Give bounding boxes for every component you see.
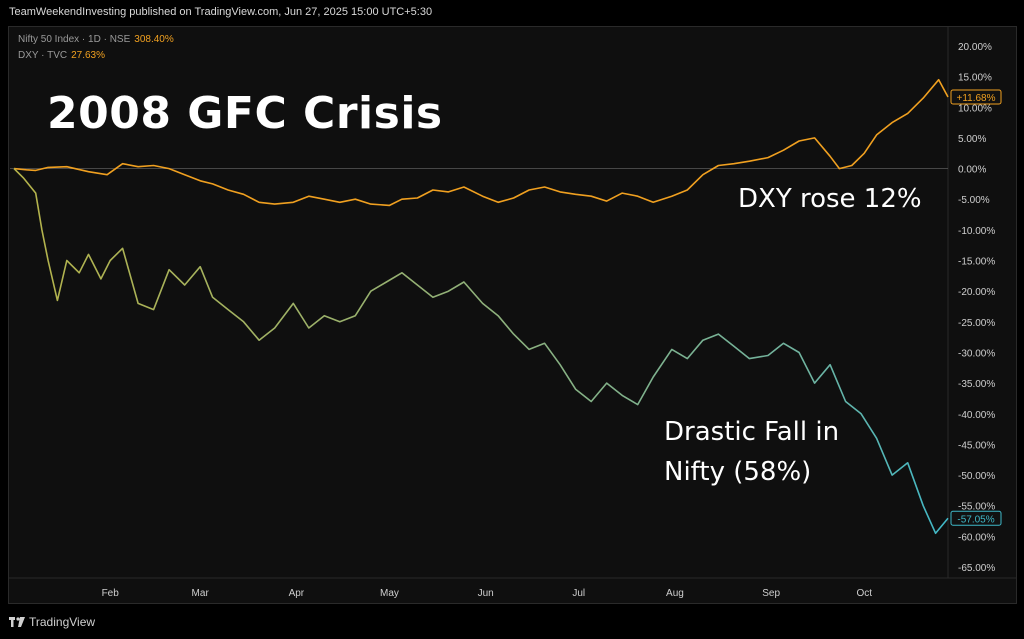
publisher-header: TeamWeekendInvesting published on Tradin…: [9, 6, 433, 18]
legend-dxy[interactable]: DXY · TVC 27.63%: [18, 50, 105, 61]
dxy-annotation: DXY rose 12%: [738, 184, 922, 214]
legend-dxy-label: DXY · TVC: [18, 50, 68, 61]
footer-brand: TradingView: [29, 615, 96, 629]
footer: TradingView: [9, 615, 95, 629]
nifty-annotation-line1: Drastic Fall in: [664, 417, 840, 447]
legend-nifty-label: Nifty 50 Index · 1D · NSE: [18, 34, 131, 45]
chart-title: 2008 GFC Crisis: [47, 88, 443, 139]
nifty-annotation-line2: Nifty (58%): [664, 457, 812, 487]
tradingview-logo-icon: [9, 617, 25, 627]
legend-nifty-value: 308.40%: [134, 34, 174, 45]
legend-dxy-value: 27.63%: [71, 50, 106, 61]
legend-nifty[interactable]: Nifty 50 Index · 1D · NSE 308.40%: [18, 34, 174, 45]
